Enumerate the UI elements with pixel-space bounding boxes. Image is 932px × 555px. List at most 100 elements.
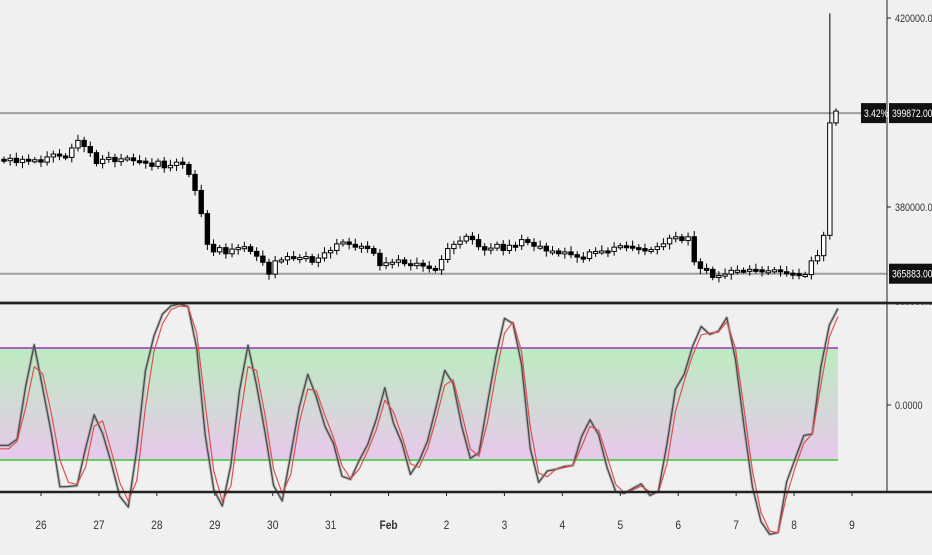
candle-down-body — [469, 235, 476, 241]
candle-down-body — [796, 273, 802, 277]
candle — [691, 231, 697, 266]
axes: 420000.00380000.00360000.00399872.003.42… — [0, 0, 932, 532]
cutoff-mask — [888, 296, 932, 302]
x-tick-label: 26 — [35, 519, 46, 532]
candle — [32, 156, 38, 164]
candle — [25, 154, 32, 165]
candle-up-body — [716, 275, 722, 279]
candle-up-body — [549, 250, 556, 254]
candle-up-body — [833, 110, 839, 124]
x-tick-label: 9 — [849, 519, 855, 532]
stochastic-pane — [0, 302, 840, 536]
candle — [808, 256, 815, 280]
candle-down-body — [408, 263, 414, 267]
candle — [537, 240, 543, 250]
candle — [81, 136, 87, 153]
candle-up-body — [50, 153, 57, 158]
candle-up-body — [820, 234, 827, 257]
candle — [796, 268, 802, 280]
candle-up-body — [124, 157, 130, 161]
candle-down-body — [710, 268, 716, 278]
candle-down-body — [93, 152, 100, 165]
candle — [371, 245, 377, 257]
candle — [555, 248, 562, 257]
candle-down-body — [703, 267, 710, 271]
candle — [75, 134, 81, 152]
candle-up-body — [808, 260, 815, 276]
candle — [568, 246, 574, 259]
candle — [790, 269, 796, 280]
candle-down-body — [623, 245, 630, 249]
candle-down-body — [266, 261, 272, 275]
candle-up-body — [617, 245, 623, 249]
candle — [586, 249, 593, 262]
candle-down-body — [580, 256, 587, 260]
candle-down-body — [180, 161, 186, 165]
candle-up-body — [666, 237, 673, 245]
candle — [278, 257, 285, 264]
candle-down-body — [642, 248, 648, 252]
candle — [143, 157, 149, 169]
candle-down-body — [790, 272, 796, 276]
x-tick-label: 3 — [502, 519, 508, 532]
candle — [210, 239, 217, 257]
low-price-label: 365883.00 — [892, 269, 932, 281]
candle — [740, 267, 747, 274]
candle-down-body — [432, 267, 439, 271]
candle — [290, 250, 297, 262]
candle — [488, 243, 494, 255]
candle — [241, 241, 248, 252]
candle — [734, 265, 741, 275]
candle-down-body — [112, 156, 118, 163]
candle-down-body — [204, 213, 211, 245]
candle — [617, 242, 623, 250]
candle — [475, 233, 482, 251]
candle — [186, 161, 192, 178]
candle-up-body — [383, 262, 389, 267]
candle-down-body — [759, 269, 765, 273]
candle-down-body — [136, 160, 143, 164]
candle — [518, 234, 525, 250]
candle — [272, 255, 278, 279]
candle-down-body — [525, 239, 531, 243]
candle — [592, 247, 599, 257]
candle — [802, 271, 808, 278]
candle-up-body — [173, 161, 180, 166]
candle — [673, 231, 679, 243]
candle — [38, 155, 44, 168]
candle-up-body — [765, 270, 771, 274]
candle — [56, 149, 63, 161]
candle-up-body — [167, 164, 174, 169]
candle — [574, 251, 580, 263]
candle-up-body — [722, 273, 728, 277]
candle-down-body — [568, 251, 574, 256]
candle-up-body — [747, 268, 753, 272]
candle — [334, 238, 340, 255]
candle — [297, 254, 303, 264]
candle-down-body — [605, 250, 611, 254]
candle-up-body — [586, 251, 593, 260]
candle — [482, 243, 488, 256]
x-tick-label: 2 — [444, 519, 450, 532]
candle — [814, 249, 821, 265]
candle-up-body — [494, 243, 500, 249]
candle — [716, 271, 722, 283]
candle — [771, 267, 778, 274]
candle — [765, 265, 771, 276]
x-tick-label: 28 — [151, 519, 162, 532]
candle-down-body — [130, 157, 137, 162]
candle — [703, 263, 710, 274]
candle-down-body — [1, 158, 7, 162]
candle-up-body — [241, 246, 248, 250]
candle — [327, 246, 334, 259]
candle-up-body — [284, 256, 291, 261]
candle — [451, 240, 457, 255]
candle-down-body — [679, 236, 685, 242]
candle — [260, 250, 266, 266]
candle — [728, 266, 734, 280]
candle-down-body — [149, 162, 155, 167]
low-price-badge — [889, 263, 932, 284]
candle-down-body — [62, 155, 69, 159]
candle — [309, 253, 315, 266]
